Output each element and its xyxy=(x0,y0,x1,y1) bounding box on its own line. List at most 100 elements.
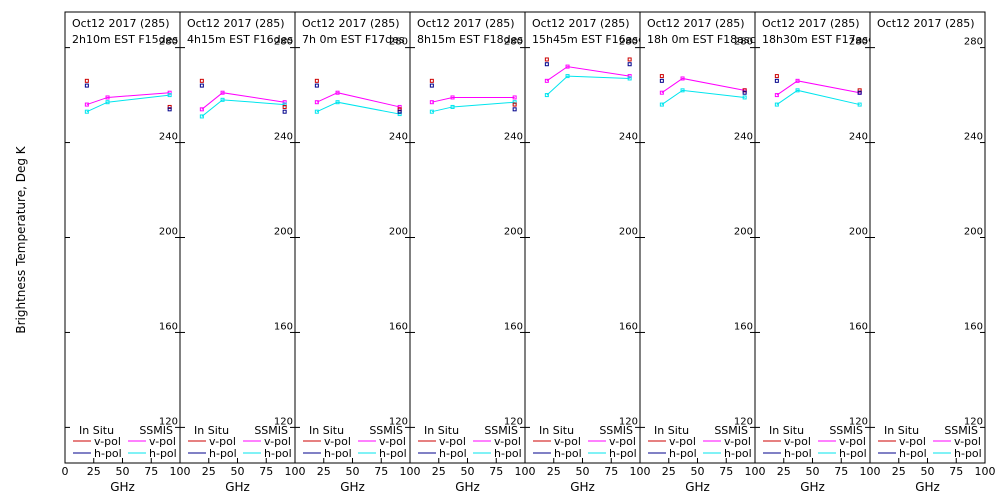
y-tick-label: 240 xyxy=(619,132,638,143)
legend-insitu-hpol-label: h-pol xyxy=(209,447,237,460)
panel-6: Oct12 2017 (285) 18h 0m EST F18asc 120 160 2… xyxy=(639,11,766,494)
ssmis-h-pol-point xyxy=(84,109,89,114)
y-tick-label: 200 xyxy=(734,227,753,238)
in-situ-v-pol-point xyxy=(774,74,779,79)
y-tick-label: 240 xyxy=(389,132,408,143)
x-tick-label: 50 xyxy=(576,465,590,478)
x-tick-label: 100 xyxy=(745,465,766,478)
ssmis-h-pol-point xyxy=(857,102,862,107)
ssmis-v-pol-point xyxy=(565,64,570,69)
legend-ssmis-hpol-label: h-pol xyxy=(264,447,292,460)
legend-insitu-title: In Situ xyxy=(194,424,229,437)
legend-ssmis-hpol-label: h-pol xyxy=(839,447,867,460)
ssmis-h-pol-point xyxy=(512,100,517,105)
y-tick-label: 200 xyxy=(849,227,868,238)
y-tick-label: 160 xyxy=(964,321,983,332)
in-situ-h-pol-point xyxy=(314,83,319,88)
ssmis-h-pol-point xyxy=(105,100,110,105)
x-tick-label: 25 xyxy=(662,465,676,478)
in-situ-v-pol-point xyxy=(282,104,287,109)
legend-insitu-hpol-label: h-pol xyxy=(94,447,122,460)
y-tick-label: 280 xyxy=(619,37,638,48)
in-situ-v-pol-point xyxy=(429,78,434,83)
ssmis-v-pol-line xyxy=(201,92,285,110)
x-axis-label: GHz xyxy=(800,480,825,494)
y-tick-label: 280 xyxy=(274,37,293,48)
legend-ssmis-title: SSMIS xyxy=(944,424,978,437)
ssmis-h-pol-line xyxy=(776,89,860,106)
ssmis-h-pol-point xyxy=(397,112,402,117)
in-situ-h-pol-point xyxy=(857,90,862,95)
legend-insitu-title: In Situ xyxy=(769,424,804,437)
ssmis-h-pol-point xyxy=(774,102,779,107)
legend-insitu-vpol-label: v-pol xyxy=(554,435,581,448)
y-tick-label: 280 xyxy=(504,37,523,48)
ssmis-h-pol-point xyxy=(565,74,570,79)
ssmis-v-pol-point xyxy=(199,107,204,112)
panel-frame xyxy=(754,11,871,464)
panel-2: Oct12 2017 (285) 4h15m EST F16des 120 160 20… xyxy=(179,11,306,494)
y-tick-label: 200 xyxy=(504,227,523,238)
y-tick-label: 160 xyxy=(159,321,178,332)
y-axis-label: Brightness Temperature, Deg K xyxy=(14,145,28,333)
panel-5: Oct12 2017 (285) 15h45m EST F16asc 120 160 2… xyxy=(524,11,651,494)
x-tick-label: 75 xyxy=(259,465,273,478)
y-tick-label: 200 xyxy=(619,227,638,238)
x-tick-label: 100 xyxy=(630,465,651,478)
ssmis-h-pol-point xyxy=(314,109,319,114)
in-situ-v-pol-point xyxy=(512,102,517,107)
ssmis-v-pol-point xyxy=(282,100,287,105)
panel-frame xyxy=(639,11,756,464)
legend-insitu-vpol-label: v-pol xyxy=(439,435,466,448)
x-axis-label: GHz xyxy=(225,480,250,494)
y-tick-label: 120 xyxy=(619,416,638,427)
in-situ-v-pol-point xyxy=(627,57,632,62)
ssmis-h-pol-point xyxy=(167,93,172,98)
panel-frame xyxy=(869,11,986,464)
legend-insitu-title: In Situ xyxy=(424,424,459,437)
ssmis-v-pol-point xyxy=(795,78,800,83)
x-tick-label: 25 xyxy=(202,465,216,478)
panel-subtitle: 18h 0m EST F18asc xyxy=(647,33,756,46)
panel-frame xyxy=(409,11,526,464)
ssmis-v-pol-point xyxy=(397,104,402,109)
ssmis-v-pol-line xyxy=(546,66,630,82)
in-situ-v-pol-point xyxy=(397,107,402,112)
panel-subtitle: 18h30m EST F17asc xyxy=(762,33,874,46)
x-tick-label: 75 xyxy=(834,465,848,478)
y-tick-label: 120 xyxy=(389,416,408,427)
ssmis-h-pol-point xyxy=(659,102,664,107)
ssmis-v-pol-point xyxy=(659,90,664,95)
ssmis-h-pol-point xyxy=(199,114,204,119)
in-situ-h-pol-point xyxy=(397,109,402,114)
legend-ssmis-hpol-label: h-pol xyxy=(609,447,637,460)
legend-insitu-hpol-label: h-pol xyxy=(784,447,812,460)
x-tick-label: 50 xyxy=(346,465,360,478)
x-tick-label: 75 xyxy=(719,465,733,478)
y-tick-label: 160 xyxy=(849,321,868,332)
legend-ssmis-hpol-label: h-pol xyxy=(149,447,177,460)
panel-frame xyxy=(524,11,641,464)
in-situ-h-pol-point xyxy=(544,62,549,67)
in-situ-h-pol-point xyxy=(167,107,172,112)
x-tick-label: 100 xyxy=(285,465,306,478)
legend-insitu-title: In Situ xyxy=(79,424,114,437)
panel-subtitle: 4h15m EST F16des xyxy=(187,33,293,46)
ssmis-v-pol-line xyxy=(776,80,860,96)
x-tick-label: 50 xyxy=(461,465,475,478)
ssmis-v-pol-point xyxy=(105,95,110,100)
y-tick-label: 280 xyxy=(734,37,753,48)
ssmis-h-pol-point xyxy=(335,100,340,105)
ssmis-h-pol-point xyxy=(544,93,549,98)
panel-subtitle: 8h15m EST F18des xyxy=(417,33,523,46)
y-tick-label: 160 xyxy=(274,321,293,332)
in-situ-v-pol-point xyxy=(544,57,549,62)
legend-insitu-title: In Situ xyxy=(884,424,919,437)
x-axis-label: GHz xyxy=(570,480,595,494)
legend-insitu-vpol-label: v-pol xyxy=(899,435,926,448)
panel-title: Oct12 2017 (285) xyxy=(647,17,745,30)
legend-insitu-vpol-label: v-pol xyxy=(324,435,351,448)
y-tick-label: 160 xyxy=(504,321,523,332)
legend-ssmis-hpol-label: h-pol xyxy=(724,447,752,460)
